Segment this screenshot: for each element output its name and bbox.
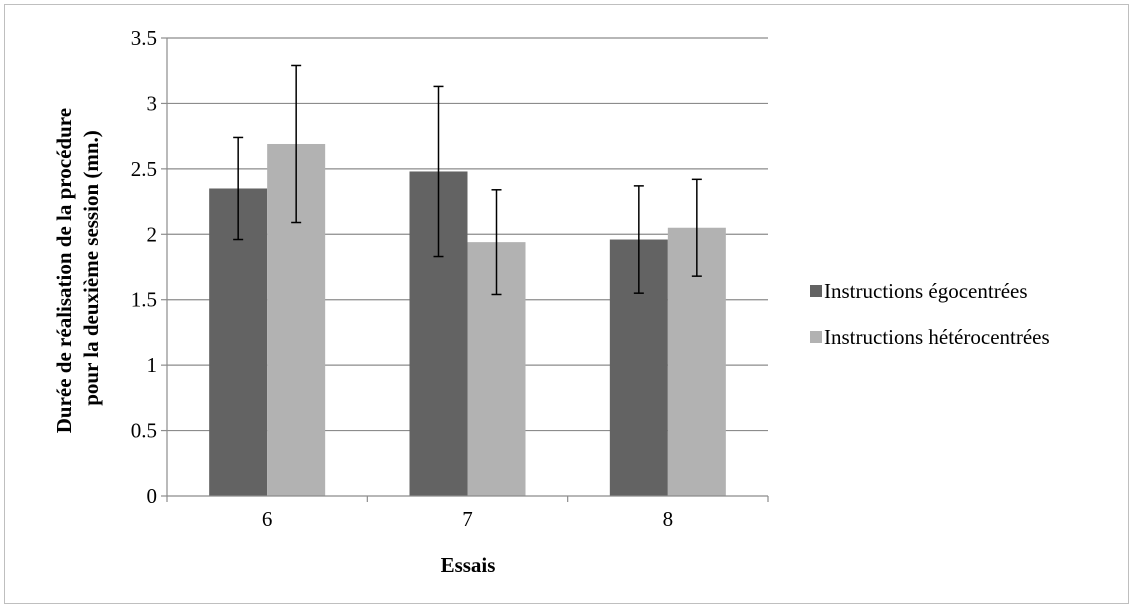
y-tick-label: 1.5 xyxy=(131,288,157,312)
x-tick-label: 7 xyxy=(462,507,473,531)
chart-frame: 0 0.5 1 1.5 2 2.5 3 3.5 6 7 8 Essais Durée de réa… xyxy=(4,4,1129,604)
legend-label-egocentrees: Instructions égocentrées xyxy=(824,279,1028,303)
x-axis-title: Essais xyxy=(441,553,496,577)
y-tick-labels: 0 0.5 1 1.5 2 2.5 3 3.5 xyxy=(131,26,157,508)
y-axis-title: Durée de réalisation de la procédure pou… xyxy=(52,103,103,434)
error-bars xyxy=(233,64,702,296)
x-tick-label: 6 xyxy=(262,507,273,531)
y-tick-label: 2 xyxy=(147,222,158,246)
y-tick-label: 3.5 xyxy=(131,26,157,50)
axes xyxy=(161,37,769,502)
y-tick-label: 3 xyxy=(147,91,158,115)
legend-swatch-egocentrees xyxy=(810,285,822,297)
bar-chart: 0 0.5 1 1.5 2 2.5 3 3.5 6 7 8 Essais Durée de réa… xyxy=(52,26,1050,577)
y-tick-label: 2.5 xyxy=(131,157,157,181)
y-axis-title-line-1: Durée de réalisation de la procédure xyxy=(52,108,76,433)
y-tick-label: 0 xyxy=(147,484,158,508)
legend-label-heterocentrees: Instructions hétérocentrées xyxy=(824,325,1050,349)
legend: Instructions égocentrées Instructions hé… xyxy=(810,279,1050,349)
x-tick-label: 8 xyxy=(663,507,674,531)
legend-swatch-heterocentrees xyxy=(810,331,822,343)
y-tick-label: 0.5 xyxy=(131,419,157,443)
y-axis-title-line-2: pour la deuxième session (mn.) xyxy=(79,130,103,406)
y-tick-label: 1 xyxy=(147,353,158,377)
x-tick-labels: 6 7 8 xyxy=(262,507,673,531)
bars xyxy=(209,143,726,496)
